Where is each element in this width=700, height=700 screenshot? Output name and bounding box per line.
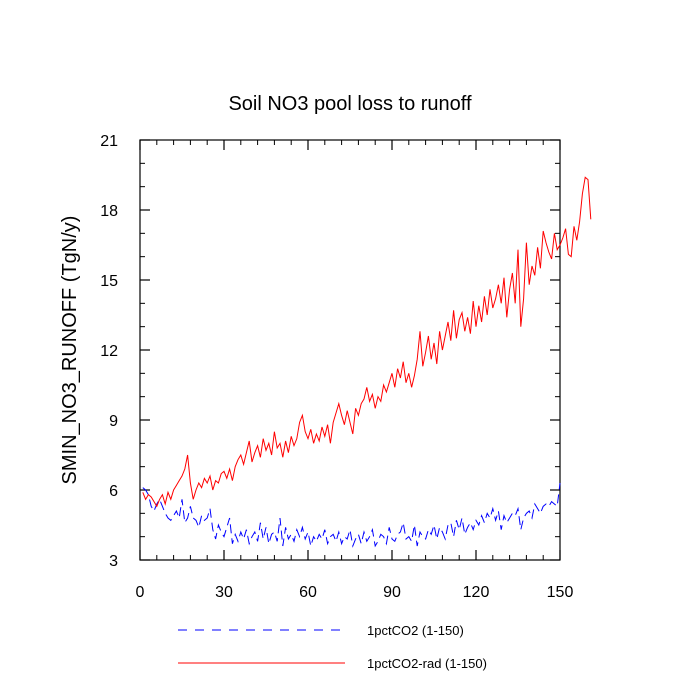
x-tick-label: 60 (299, 584, 317, 601)
series-lines (142, 176, 592, 548)
legend: 1pctCO2 (1-150) 1pctCO2-rad (1-150) (178, 623, 487, 671)
y-tick-label: 9 (109, 413, 118, 430)
series-line-2 (142, 176, 592, 508)
x-tick-label: 30 (215, 584, 233, 601)
y-tick-label: 12 (100, 343, 118, 360)
y-tick-label: 18 (100, 203, 118, 220)
x-tick-label: 90 (383, 584, 401, 601)
y-tick-label: 3 (109, 553, 118, 570)
y-axis-label: SMIN_NO3_RUNOFF (TgN/y) (59, 216, 81, 485)
x-tick-label: 150 (547, 584, 574, 601)
legend-label-1: 1pctCO2 (1-150) (367, 623, 464, 638)
x-tick-label: 0 (136, 584, 145, 601)
series-line-1 (142, 482, 561, 548)
y-tick-label: 6 (109, 483, 118, 500)
y-tick-label: 21 (100, 133, 118, 150)
chart-title: Soil NO3 pool loss to runoff (228, 93, 472, 115)
axis-ticks (139, 139, 561, 561)
plot-frame (139, 139, 561, 561)
legend-label-2: 1pctCO2-rad (1-150) (367, 656, 487, 671)
axis-tick-labels: 0 30 60 90 120 150 3 6 9 12 15 18 21 (100, 133, 573, 601)
y-tick-label: 15 (100, 273, 118, 290)
x-tick-label: 120 (463, 584, 490, 601)
